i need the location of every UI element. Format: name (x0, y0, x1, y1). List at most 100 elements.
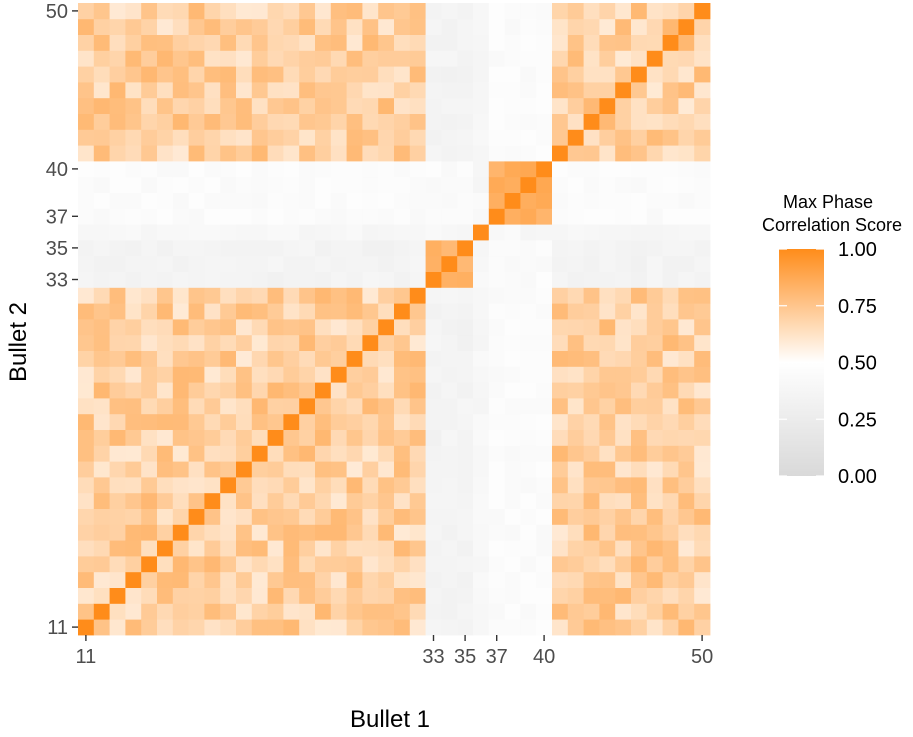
heatmap-cell (236, 255, 253, 272)
heatmap-cell (346, 208, 363, 225)
heatmap-cell (457, 50, 474, 67)
heatmap-cell (567, 319, 584, 336)
heatmap-cell (125, 508, 142, 525)
heatmap-cell (267, 161, 284, 178)
heatmap-cell (694, 34, 711, 51)
heatmap-cell (567, 429, 584, 446)
heatmap-cell (172, 82, 189, 99)
heatmap-cell (378, 82, 395, 99)
heatmap-cells (78, 3, 711, 636)
heatmap-cell (457, 603, 474, 620)
heatmap-cell (536, 398, 553, 415)
heatmap-cell (473, 161, 490, 178)
heatmap-cell (662, 34, 679, 51)
heatmap-cell (631, 161, 648, 178)
heatmap-cell (504, 524, 521, 541)
heatmap-cell (109, 350, 126, 367)
heatmap-cell (251, 571, 268, 588)
heatmap-cell (646, 303, 663, 320)
heatmap-cell (330, 461, 347, 478)
heatmap-cell (141, 208, 158, 225)
heatmap-cell (583, 334, 600, 351)
heatmap-cell (599, 145, 616, 162)
heatmap-cell (346, 413, 363, 430)
heatmap-cell (172, 571, 189, 588)
heatmap-cell (583, 271, 600, 288)
heatmap-cell (520, 176, 537, 193)
heatmap-cell (473, 82, 490, 99)
heatmap-cell (599, 97, 616, 114)
heatmap-cell (615, 477, 632, 494)
heatmap-cell (678, 429, 695, 446)
heatmap-cell (220, 429, 237, 446)
heatmap-cell (172, 587, 189, 604)
heatmap-cell (299, 524, 316, 541)
heatmap-cell (315, 18, 332, 35)
heatmap-cell (299, 208, 316, 225)
heatmap-cell (488, 477, 505, 494)
heatmap-cell (172, 461, 189, 478)
heatmap-cell (283, 271, 300, 288)
heatmap-cell (425, 66, 442, 83)
heatmap-cell (536, 50, 553, 67)
heatmap-cell (504, 366, 521, 383)
heatmap-cell (394, 50, 411, 67)
heatmap-cell (457, 477, 474, 494)
heatmap-cell (567, 556, 584, 573)
heatmap-cell (251, 208, 268, 225)
heatmap-cell (425, 382, 442, 399)
heatmap-cell (188, 192, 205, 209)
heatmap-cell (425, 508, 442, 525)
heatmap-cell (251, 334, 268, 351)
heatmap-cell (78, 176, 95, 193)
heatmap-cell (251, 461, 268, 478)
heatmap-cell (394, 176, 411, 193)
heatmap-cell (694, 224, 711, 241)
heatmap-cell (646, 208, 663, 225)
heatmap-cell (552, 66, 569, 83)
heatmap-cell (125, 461, 142, 478)
heatmap-cell (536, 82, 553, 99)
heatmap-cell (109, 366, 126, 383)
heatmap-cell (125, 3, 142, 20)
heatmap-cell (694, 240, 711, 257)
heatmap-cell (299, 603, 316, 620)
heatmap-cell (473, 603, 490, 620)
heatmap-cell (536, 240, 553, 257)
heatmap-cell (599, 429, 616, 446)
heatmap-cell (552, 97, 569, 114)
heatmap-cell (504, 508, 521, 525)
heatmap-cell (615, 271, 632, 288)
legend-title-line-2: Correlation Score (762, 215, 902, 235)
heatmap-cell (188, 413, 205, 430)
heatmap-cell (78, 145, 95, 162)
heatmap-cell (425, 366, 442, 383)
heatmap-cell (299, 82, 316, 99)
heatmap-cell (504, 50, 521, 67)
heatmap-cell (520, 224, 537, 241)
heatmap-cell (694, 208, 711, 225)
heatmap-cell (394, 271, 411, 288)
heatmap-cell (236, 571, 253, 588)
heatmap-cell (78, 413, 95, 430)
heatmap-cell (78, 382, 95, 399)
heatmap-cell (362, 240, 379, 257)
heatmap-cell (283, 540, 300, 557)
heatmap-cell (694, 508, 711, 525)
heatmap-cell (520, 524, 537, 541)
heatmap-cell (378, 524, 395, 541)
heatmap-cell (678, 571, 695, 588)
heatmap-cell (267, 508, 284, 525)
heatmap-cell (678, 540, 695, 557)
heatmap-cell (220, 366, 237, 383)
heatmap-cell (283, 445, 300, 462)
heatmap-cell (125, 524, 142, 541)
heatmap-cell (409, 176, 426, 193)
heatmap-cell (172, 508, 189, 525)
heatmap-cell (646, 271, 663, 288)
heatmap-cell (93, 556, 110, 573)
heatmap-cell (536, 366, 553, 383)
heatmap-cell (488, 66, 505, 83)
heatmap-cell (220, 556, 237, 573)
heatmap-cell (457, 208, 474, 225)
